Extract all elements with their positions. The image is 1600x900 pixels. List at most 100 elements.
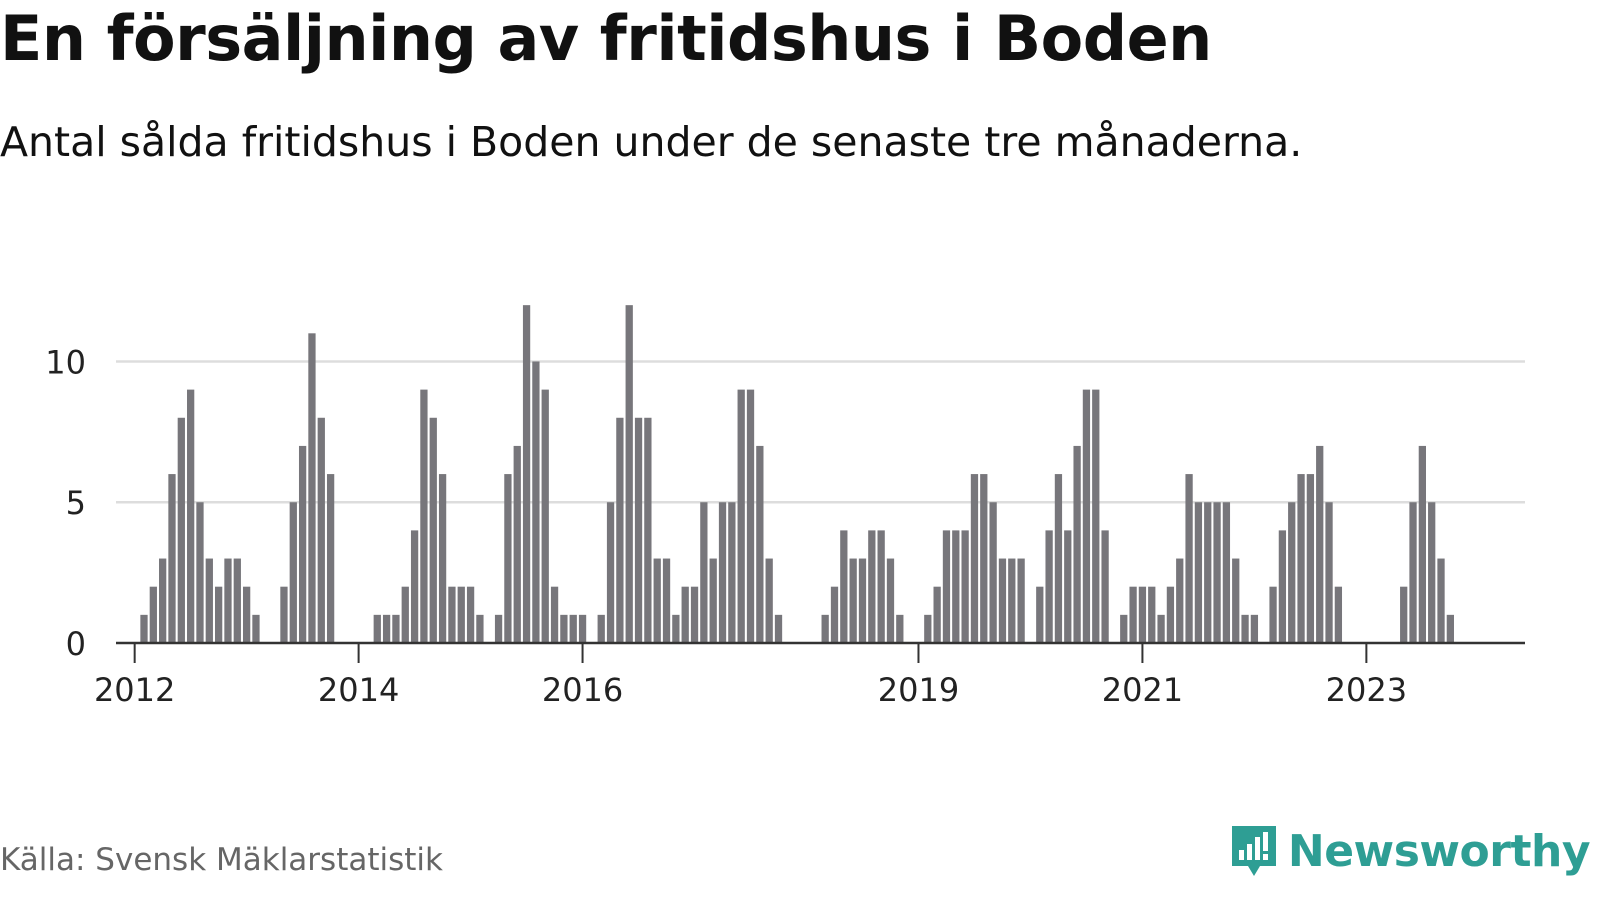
bars xyxy=(140,305,1454,643)
bar xyxy=(989,502,997,643)
bar xyxy=(616,417,624,643)
bar xyxy=(877,530,885,643)
bar xyxy=(560,614,568,643)
bar xyxy=(1241,614,1249,643)
x-tick-label: 2012 xyxy=(94,671,175,709)
bar xyxy=(672,614,680,643)
chart-title: En försäljning av fritidshus i Boden xyxy=(0,2,1212,75)
bar xyxy=(970,474,979,643)
bar xyxy=(1288,502,1296,643)
bar xyxy=(737,389,745,643)
bar xyxy=(429,417,437,643)
bar xyxy=(242,586,251,643)
bar xyxy=(1409,502,1417,643)
bar xyxy=(149,586,157,643)
bar xyxy=(1129,586,1137,643)
bar xyxy=(952,530,960,643)
bar xyxy=(1325,502,1333,643)
x-tick-label: 2016 xyxy=(542,671,623,709)
bar xyxy=(494,614,503,643)
bar xyxy=(1297,474,1305,643)
bar xyxy=(298,445,307,643)
bar xyxy=(634,417,643,643)
bar xyxy=(1148,586,1156,643)
bar xyxy=(765,558,773,643)
x-tick-label: 2019 xyxy=(878,671,959,709)
bar xyxy=(308,333,316,643)
newsworthy-logo-icon xyxy=(1231,826,1276,876)
bar xyxy=(1176,558,1184,643)
bar xyxy=(457,586,465,643)
bar xyxy=(578,614,587,643)
bar xyxy=(420,389,428,643)
bar xyxy=(681,586,689,643)
bar xyxy=(709,558,717,643)
bar xyxy=(438,474,447,643)
bar xyxy=(392,614,400,643)
bar xyxy=(644,417,652,643)
bar xyxy=(1036,586,1044,643)
bar xyxy=(700,502,708,643)
bar xyxy=(1446,614,1454,643)
bar xyxy=(532,361,540,643)
bar xyxy=(140,614,148,643)
bar xyxy=(597,614,605,643)
bar xyxy=(933,586,941,643)
bar xyxy=(886,558,895,643)
brand-logo[interactable]: Newsworthy xyxy=(1228,822,1591,880)
bar xyxy=(317,417,325,643)
bar xyxy=(756,445,764,643)
bar xyxy=(718,502,727,643)
bar xyxy=(961,530,969,643)
bar xyxy=(1278,530,1287,643)
bar xyxy=(1166,586,1175,643)
data-labels: 1 xyxy=(1493,240,1519,251)
bar xyxy=(1157,614,1165,643)
bar xyxy=(896,614,904,643)
bar xyxy=(1092,389,1100,643)
bar xyxy=(606,502,615,643)
x-axis: 2012 2014 2016 2019 2021 2023 xyxy=(94,641,1525,709)
bar xyxy=(466,586,475,643)
bar xyxy=(382,614,391,643)
bar xyxy=(177,417,185,643)
bar xyxy=(1054,474,1063,643)
y-tick-label: 0 xyxy=(66,625,86,663)
bar xyxy=(1073,445,1081,643)
bar xyxy=(569,614,577,643)
bar xyxy=(1045,530,1053,643)
bar xyxy=(625,305,633,643)
bar xyxy=(653,558,661,643)
bar xyxy=(1204,502,1212,643)
bar xyxy=(1082,389,1091,643)
bar xyxy=(550,586,559,643)
bar xyxy=(233,558,241,643)
brand-name: Newsworthy xyxy=(1287,825,1591,877)
x-tick-label: 2014 xyxy=(318,671,399,709)
bar xyxy=(1017,558,1025,643)
bar xyxy=(1250,614,1259,643)
bar xyxy=(159,558,167,643)
bar xyxy=(858,558,867,643)
y-tick-label: 5 xyxy=(66,484,86,522)
chart-subtitle: Antal sålda fritidshus i Boden under de … xyxy=(0,118,1303,166)
bar xyxy=(1101,530,1109,643)
x-tick-label: 2023 xyxy=(1326,671,1407,709)
bar xyxy=(289,502,297,643)
bar xyxy=(187,389,195,643)
bar xyxy=(1008,558,1016,643)
bar xyxy=(1269,586,1277,643)
bar xyxy=(448,586,456,643)
bar xyxy=(924,614,932,643)
bar xyxy=(476,614,484,643)
y-tick-label: 10 xyxy=(45,343,86,381)
y-axis-ticks: 0 5 10 xyxy=(45,343,86,663)
bar xyxy=(326,474,335,643)
bar xyxy=(1418,445,1426,643)
bar xyxy=(1428,502,1436,643)
bar-chart: 0 5 10 2012 2014 2016 2019 2021 2023 1 xyxy=(45,240,1525,709)
bar xyxy=(205,558,213,643)
bar xyxy=(849,558,857,643)
x-tick-label: 2021 xyxy=(1102,671,1183,709)
bar xyxy=(746,389,755,643)
